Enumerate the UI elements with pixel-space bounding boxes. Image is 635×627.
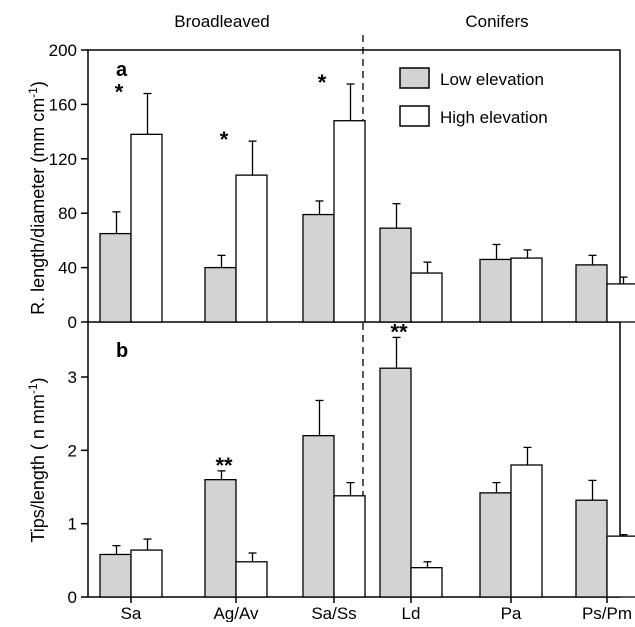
panel-b-ylabel: Tips/length ( n mm-1) (26, 377, 48, 542)
panel-a-ytick-label-200: 200 (49, 41, 77, 60)
panel-a-significance-sa: * (115, 80, 124, 105)
xtick-label-sa-ss: Sa/Ss (311, 604, 356, 622)
panel-b-bar-high-elevation-ag-av (235, 561, 268, 598)
panel-a-bar-low-elevation-ld (379, 227, 412, 323)
panel-a-bar-low-elevation-sa (99, 232, 132, 323)
panel-b-ytick-label-1: 1 (68, 515, 77, 534)
legend-label-high-elevation: High elevation (440, 108, 548, 127)
panel-b-bar-low-elevation-ag-av (204, 479, 237, 598)
panel-b-bar-low-elevation-sa (99, 553, 132, 598)
xtick-label-ag-av: Ag/Av (213, 604, 259, 622)
xtick-label-sa: Sa (121, 604, 142, 622)
legend-swatch-high-elevation (399, 105, 430, 127)
panel-a-significance-sa-ss: * (318, 70, 327, 95)
xtick-label-pa: Pa (501, 604, 522, 622)
panel-b-bar-low-elevation-pa (479, 492, 512, 598)
panel-a-bar-low-elevation-ps-pm (575, 264, 608, 323)
panel-a-bar-high-elevation-ag-av (235, 174, 268, 323)
xtick-label-ps-pm: Ps/Pm (582, 604, 632, 622)
panel-a-bar-high-elevation-pa (510, 257, 543, 323)
panel-a-ytick-label-120: 120 (49, 150, 77, 169)
panel-a-ytick-label-40: 40 (58, 259, 77, 278)
panel-b-bar-high-elevation-pa (510, 464, 543, 598)
panel-b-bar-high-elevation-sa-ss (333, 495, 366, 598)
panel-b-bar-high-elevation-sa (130, 549, 163, 598)
panel-a-bar-high-elevation-sa-ss (333, 120, 366, 323)
group-label-conifers: Conifers (465, 12, 528, 31)
panel-a-bar-high-elevation-ld (410, 272, 443, 323)
panel-b-bar-high-elevation-ps-pm (606, 535, 635, 598)
legend: Low elevation High elevation (399, 67, 548, 127)
panel-a-bar-low-elevation-sa-ss (302, 213, 335, 323)
panel-b-ytick-label-3: 3 (68, 368, 77, 387)
panel-a-ylabel: R. length/diameter (mm cm-1) (26, 81, 48, 315)
panel-a-ytick-label-160: 160 (49, 95, 77, 114)
panel-b-significance-ld: ** (390, 319, 408, 344)
panel-a-bar-low-elevation-ag-av (204, 266, 237, 323)
panel-b-bar-low-elevation-sa-ss (302, 435, 335, 598)
group-label-broadleaved: Broadleaved (174, 12, 269, 31)
panel-b-bar-high-elevation-ld (410, 567, 443, 598)
panel-b-ytick-label-2: 2 (68, 441, 77, 460)
panel-a-bar-low-elevation-pa (479, 258, 512, 323)
xtick-label-ld: Ld (402, 604, 421, 622)
panel-a-significance-ag-av: * (220, 127, 229, 152)
panel-a-ytick-label-80: 80 (58, 204, 77, 223)
legend-label-low-elevation: Low elevation (440, 70, 544, 89)
panel-b-bar-low-elevation-ld (379, 367, 412, 598)
legend-swatch-low-elevation (399, 67, 430, 89)
panel-a-ytick-label-0: 0 (68, 313, 77, 332)
panel-a-bar-high-elevation-sa (130, 133, 163, 323)
panel-a-label: a (116, 59, 128, 81)
panel-b-bar-low-elevation-ps-pm (575, 499, 608, 598)
panel-b-ytick-label-0: 0 (68, 588, 77, 607)
panel-a-bar-high-elevation-ps-pm (606, 283, 635, 323)
panel-b-significance-ag-av: ** (215, 453, 233, 478)
panel-b-label: b (116, 340, 128, 362)
